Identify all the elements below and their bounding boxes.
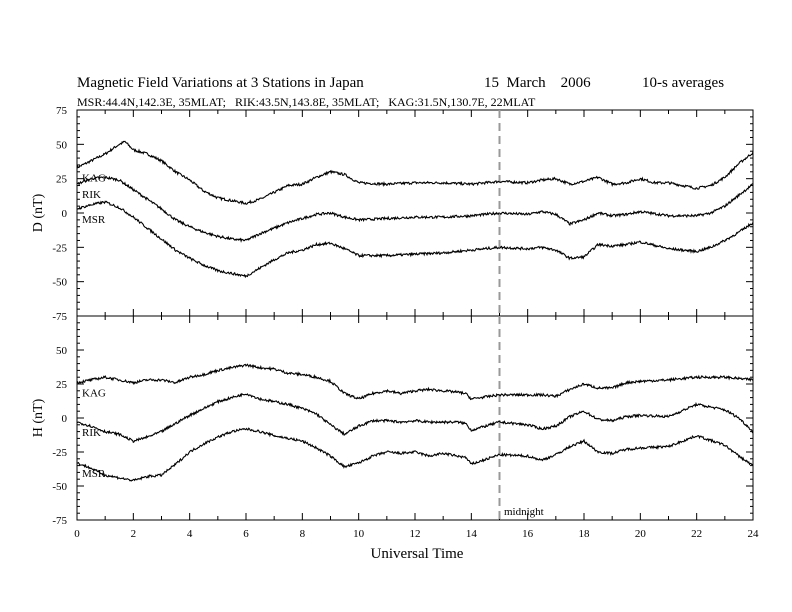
y-tick-label: -75 [52,515,67,527]
chart-title: Magnetic Field Variations at 3 Stations … [77,75,364,91]
y-tick-label: 25 [56,379,68,391]
series-label-rik: RIK [82,427,101,439]
series-label-rik: RIK [82,189,101,201]
panel-frame [76,315,754,521]
y-axis-label-bottom: H (nT) [31,398,46,437]
x-tick-label: 20 [635,528,647,540]
chart-averaging: 10-s averages [642,75,724,91]
x-tick-label: 22 [691,528,702,540]
x-tick-label: 6 [243,528,249,540]
y-tick-label: -50 [52,277,67,289]
y-tick-label: -25 [52,242,67,254]
x-tick-label: 12 [410,528,421,540]
chart-date: 15 March 2006 [484,75,591,91]
x-tick-label: 14 [466,528,478,540]
x-tick-label: 8 [300,528,306,540]
series-line-rik [76,175,754,243]
y-axis-label-top: D (nT) [31,193,46,232]
y-tick-label: -50 [52,481,67,493]
series-label-msr: MSR [82,214,106,226]
series-line-kag [76,140,754,206]
series-line-kag [76,363,754,401]
x-tick-label: 10 [353,528,365,540]
series-label-kag: KAG [82,388,106,400]
y-tick-label: 75 [56,105,68,117]
series-line-msr [76,427,754,482]
y-tick-label: -75 [52,311,67,323]
x-axis-label: Universal Time [371,546,464,562]
x-tick-label: 0 [74,528,80,540]
station-coordinates: MSR:44.4N,142.3E, 35MLAT; RIK:43.5N,143.… [77,95,536,109]
series-label-msr: MSR [82,468,106,480]
y-tick-label: 0 [62,208,68,220]
x-tick-label: 2 [131,528,137,540]
y-tick-label: 50 [56,345,68,357]
y-tick-label: 25 [56,174,68,186]
x-tick-label: 16 [522,528,534,540]
x-tick-label: 24 [748,528,760,540]
x-tick-label: 18 [579,528,591,540]
series-line-rik [76,392,754,444]
midnight-label: midnight [504,506,544,518]
y-tick-label: 50 [56,139,68,151]
x-tick-label: 4 [187,528,193,540]
series-line-msr [76,200,754,279]
y-tick-label: -25 [52,447,67,459]
y-tick-label: 0 [62,413,68,425]
plot-area: 75 50 25 0 -25 -50 -75 D (nT) KAG RIK MSR 50 25 0 -25 -… [31,105,759,540]
